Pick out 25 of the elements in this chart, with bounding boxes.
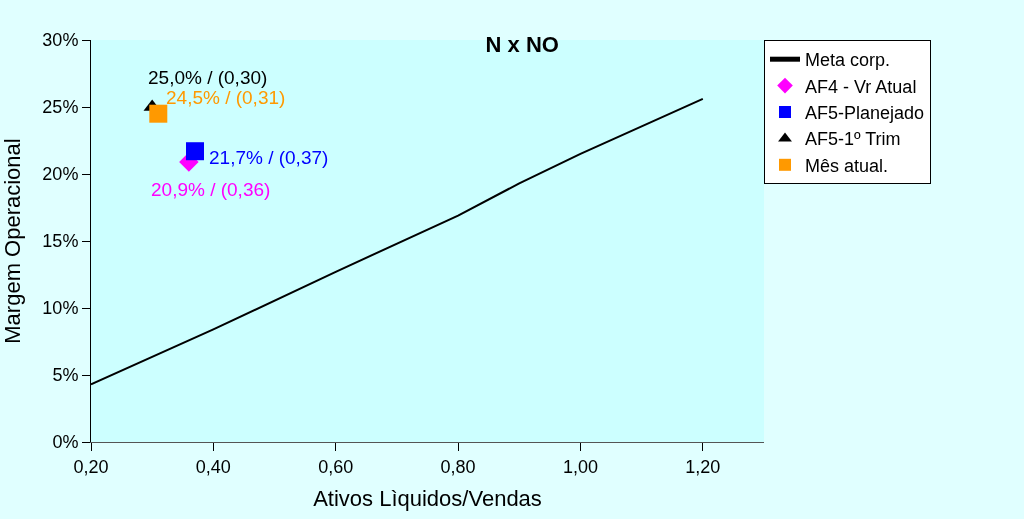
x-axis-title: Ativos Lìquidos/Vendas bbox=[313, 486, 542, 512]
y-axis-title: Margem Operacional bbox=[0, 138, 26, 344]
y-tick-label: 20% bbox=[42, 164, 79, 185]
y-tick-label: 25% bbox=[42, 97, 79, 118]
x-tick-label: 0,40 bbox=[195, 456, 231, 477]
x-tick-label: 0,20 bbox=[73, 456, 109, 477]
y-tick-label: 30% bbox=[42, 30, 79, 51]
y-tick-label: 15% bbox=[42, 231, 79, 252]
data-label: 24,5% / (0,31) bbox=[166, 87, 286, 108]
legend-label: AF5-Planejado bbox=[805, 103, 925, 124]
data-label: 21,7% / (0,37) bbox=[209, 147, 329, 168]
y-tick-label: 5% bbox=[52, 365, 79, 386]
legend-label: Mês atual. bbox=[805, 155, 889, 176]
x-tick-label: 1,00 bbox=[562, 456, 598, 477]
x-tick-label: 1,20 bbox=[685, 456, 721, 477]
x-tick-label: 0,60 bbox=[318, 456, 354, 477]
chart-title: N x NO bbox=[485, 31, 559, 57]
data-label: 20,9% / (0,36) bbox=[151, 179, 271, 200]
legend-label: Meta corp. bbox=[805, 50, 891, 71]
data-label: 25,0% / (0,30) bbox=[148, 67, 268, 88]
y-tick-label: 10% bbox=[42, 298, 79, 319]
y-tick-label: 0% bbox=[52, 432, 79, 453]
x-tick-label: 0,80 bbox=[440, 456, 476, 477]
legend-label: AF4 - Vr Atual bbox=[805, 76, 917, 97]
legend-label: AF5-1º Trim bbox=[805, 129, 901, 150]
